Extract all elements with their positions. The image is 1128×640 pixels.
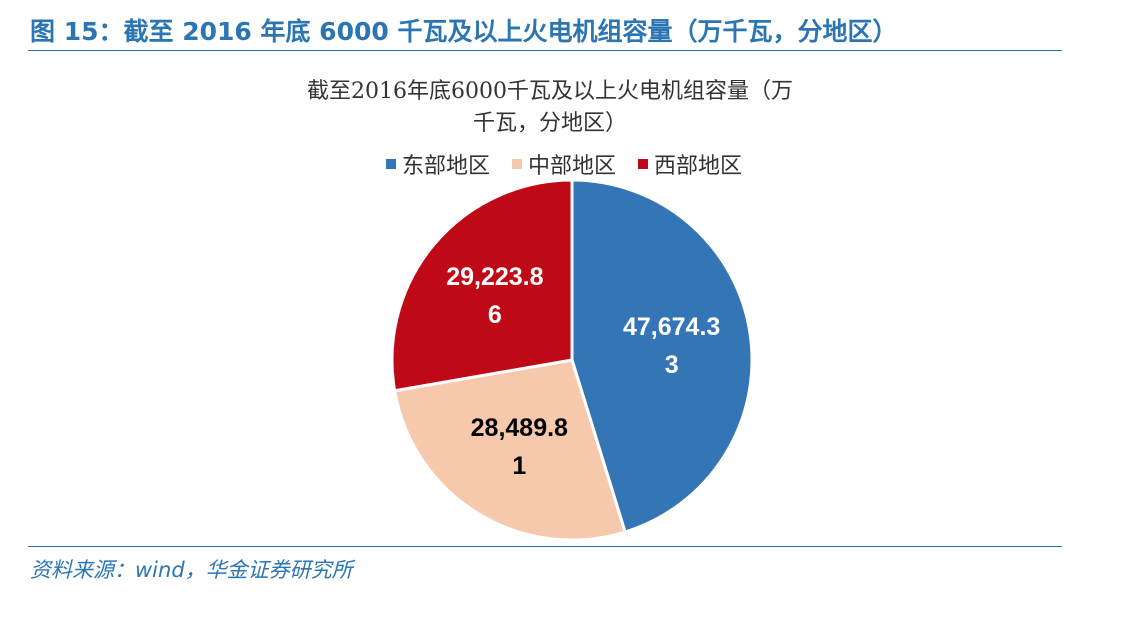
legend-label-east: 东部地区 [401, 154, 490, 179]
legend-swatch-central [511, 159, 522, 169]
chart-title: 截至2016年底6000千瓦及以上火电机组容量（万 千瓦，分地区） [270, 76, 830, 140]
slice-label-central: 28,489.8 1 [471, 414, 568, 480]
source-note: 资料来源：wind，华金证券研究所 [30, 558, 353, 582]
chart-title-line-2: 千瓦，分地区） [472, 111, 627, 136]
title-rule [28, 50, 1062, 51]
legend: 东部地区 中部地区 西部地区 [0, 148, 1128, 180]
pie-slice-east [570, 178, 754, 534]
legend-label-west: 西部地区 [654, 154, 743, 179]
legend-item-west: 西部地区 [638, 148, 742, 180]
legend-item-central: 中部地区 [511, 148, 616, 180]
legend-swatch-west [638, 159, 648, 169]
chart-title-line-1: 截至2016年底6000千瓦及以上火电机组容量（万 [307, 79, 793, 104]
slice-label-east: 47,674.3 3 [623, 313, 720, 379]
source-rule [28, 546, 1062, 547]
pie-slice-central [392, 358, 627, 542]
legend-swatch-east [385, 159, 396, 169]
legend-label-central: 中部地区 [527, 154, 616, 179]
slice-label-west: 29,223.8 6 [446, 263, 543, 329]
legend-item-east: 东部地区 [385, 148, 490, 180]
pie-slice-west [390, 178, 574, 393]
figure-title: 图 15：截至 2016 年底 6000 千瓦及以上火电机组容量（万千瓦，分地区… [30, 17, 898, 46]
